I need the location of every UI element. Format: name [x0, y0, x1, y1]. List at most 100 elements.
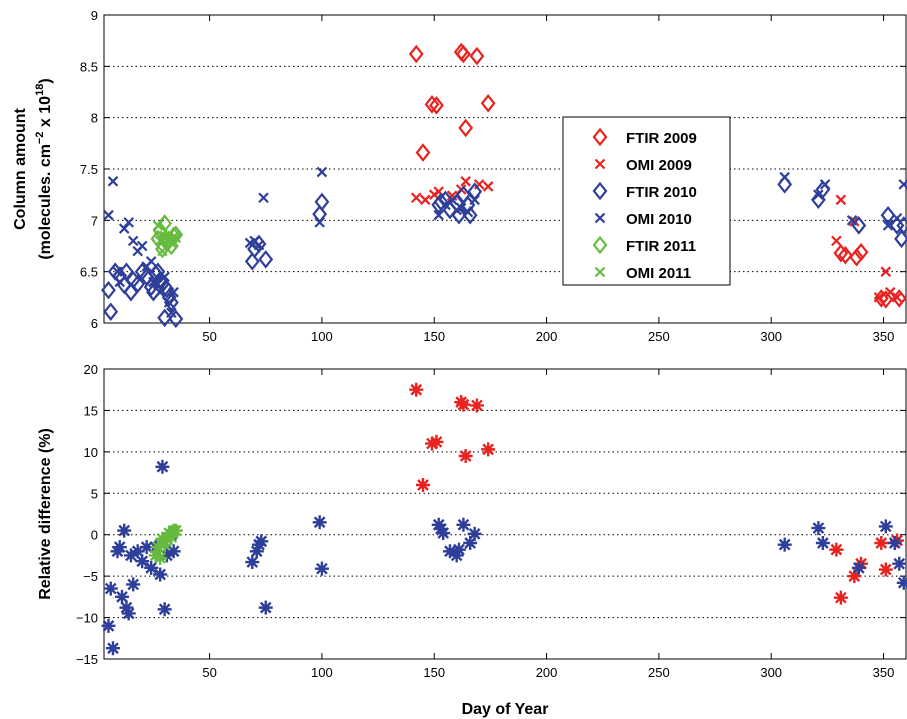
- series-y2010-point: [103, 581, 118, 596]
- y-tick-label: 10: [84, 445, 98, 460]
- series-y2010-point: [130, 544, 145, 559]
- omi-2010-point: [127, 235, 139, 247]
- omi-2010-point: [455, 202, 467, 214]
- series-y2011-point: [157, 537, 172, 552]
- x-ticks-top: 50 100 150 200 250 300 350: [202, 15, 894, 344]
- ftir-2009-point: [853, 242, 869, 262]
- ftir-2009-point: [408, 44, 424, 64]
- series-y2009-point: [416, 478, 431, 492]
- ftir-2009-point: [833, 243, 849, 263]
- omi-2010-point: [462, 206, 474, 218]
- ftir-2009-point: [849, 248, 864, 267]
- series-y2010-point: [892, 556, 907, 571]
- y-tick-label: 5: [91, 486, 98, 501]
- x-tick-label: 50: [202, 329, 216, 344]
- legend-entry: FTIR 2011: [592, 235, 696, 255]
- legend-marker: [592, 235, 608, 255]
- series-y2010-point: [245, 555, 260, 570]
- omi-2010-point: [136, 240, 148, 252]
- series-y2010-point: [114, 589, 129, 604]
- series-y2010-point: [101, 618, 116, 633]
- legend-marker: [594, 266, 606, 278]
- series-y2010-point: [117, 523, 132, 538]
- legend: FTIR 2009 OMI 2009 FTIR 2010 OMI 2010 FTIR 2…: [562, 116, 731, 286]
- ftir-2011-point: [163, 236, 179, 256]
- legend-box: [562, 116, 731, 286]
- x-tick-label: 200: [536, 665, 558, 680]
- omi-2011-point: [157, 245, 168, 257]
- legend-label: FTIR 2010: [626, 184, 697, 201]
- omi-2010-point: [813, 189, 824, 200]
- series-y2010-point: [887, 536, 902, 550]
- series-y2010-point: [249, 544, 264, 559]
- y-tick-label: 20: [84, 362, 98, 377]
- relative-difference-panel: −15 −10 −5 0 5 10 15 20 50 100 150 200 250 300 350 Re…: [37, 362, 907, 718]
- ftir-2009-point: [424, 95, 440, 114]
- legend-entry: FTIR 2010: [592, 181, 697, 201]
- series-y2010-point: [123, 548, 138, 563]
- omi-2010-point: [154, 286, 166, 298]
- omi-2009-point: [410, 192, 422, 204]
- series-y2011-point: [159, 531, 174, 546]
- omi-2010-point: [779, 171, 790, 183]
- legend-marker: [594, 212, 606, 224]
- series-y2010-point: [896, 575, 907, 590]
- legend-label: OMI 2009: [626, 157, 692, 174]
- omi-2010-point: [253, 239, 265, 251]
- series-y2010-point: [153, 567, 168, 582]
- x-tick-label: 250: [648, 329, 670, 344]
- y-ticks-bottom: −15 −10 −5 0 5 10 15 20: [76, 362, 906, 667]
- legend-entry: OMI 2010: [594, 211, 692, 228]
- series-y2010-point: [110, 544, 125, 559]
- omi-2010-point: [107, 176, 119, 187]
- omi-2010-point: [316, 166, 328, 178]
- series-y2009-point: [874, 536, 889, 550]
- series-y2010-point: [254, 534, 269, 549]
- series-y2010-point: [159, 548, 174, 563]
- series-y2010-point: [144, 560, 159, 575]
- series-y2010-point: [126, 577, 141, 592]
- legend-label: FTIR 2009: [626, 130, 697, 147]
- ftir-2010-point: [168, 309, 184, 329]
- y-tick-label: 7: [91, 213, 98, 228]
- series-y2009-point: [847, 569, 862, 584]
- omi-2010-point: [168, 286, 179, 298]
- y-tick-label: 8.5: [80, 59, 98, 74]
- omi-2010-point: [145, 256, 157, 267]
- ftir-2010-point: [880, 205, 896, 225]
- series-y2009-point: [456, 397, 471, 412]
- ftir-2009-point: [429, 96, 444, 115]
- series-y2009-point: [469, 398, 484, 413]
- legend-marker: [592, 181, 608, 201]
- series-y2009-point: [878, 562, 893, 577]
- omi-2009-point: [835, 194, 847, 206]
- y-tick-label: −10: [76, 611, 98, 626]
- x-tick-label: 200: [536, 329, 558, 344]
- ftir-2010-point: [896, 216, 907, 235]
- series-y2009-point: [481, 442, 496, 457]
- points-top: [101, 42, 907, 329]
- series-y2010-point: [166, 544, 181, 559]
- ftir-2010-point: [258, 250, 274, 269]
- series-y2010-point: [467, 526, 482, 541]
- omi-2010-point: [469, 194, 480, 206]
- omi-2009-point: [831, 235, 842, 247]
- series-y2010-point: [463, 536, 478, 550]
- ftir-2010-point: [894, 229, 907, 249]
- series-y2010-point: [451, 542, 466, 557]
- legend-label: OMI 2010: [626, 211, 692, 228]
- series-y2010-point: [456, 517, 471, 532]
- omi-2010-point: [882, 220, 894, 231]
- x-tick-label: 350: [873, 329, 895, 344]
- omi-2010-point: [433, 209, 445, 221]
- y-tick-label: 9: [91, 8, 98, 23]
- y-tick-label: 8: [91, 111, 98, 126]
- series-y2011-point: [148, 548, 163, 563]
- series-y2010-point: [851, 560, 866, 575]
- legend-marker: [592, 127, 608, 147]
- series-y2010-point: [433, 521, 448, 536]
- x-tick-label: 50: [202, 665, 216, 680]
- omi-2009-point: [880, 266, 892, 277]
- y-tick-label: −15: [76, 652, 98, 667]
